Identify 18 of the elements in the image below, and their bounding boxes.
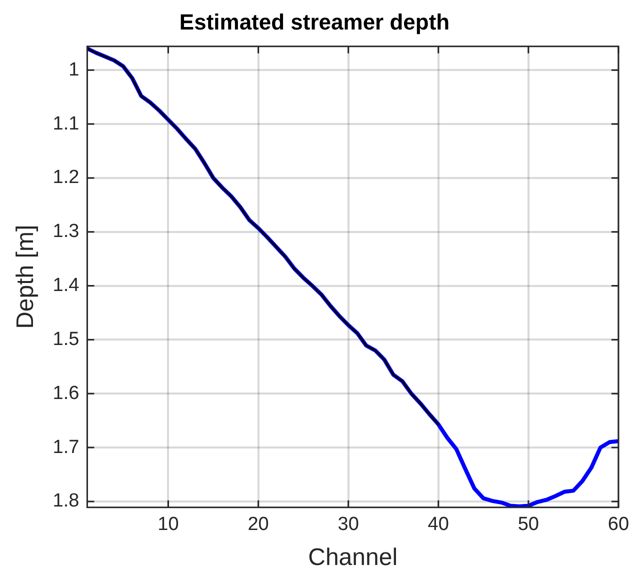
y-tick-label: 1.8 — [52, 490, 80, 512]
y-tick-label: 1 — [68, 59, 80, 80]
x-tick-label: 30 — [338, 514, 359, 536]
chart-title: Estimated streamer depth — [179, 9, 450, 34]
y-tick-label: 1.3 — [52, 221, 80, 242]
y-tick-label: 1.4 — [52, 275, 80, 296]
x-tick-label: 50 — [518, 514, 539, 536]
x-tick-label: 20 — [248, 514, 269, 536]
y-tick-label: 1.7 — [52, 436, 80, 458]
x-axis-title: Channel — [308, 544, 398, 572]
x-tick-label: 60 — [608, 514, 630, 536]
y-tick-label: 1.2 — [52, 167, 80, 188]
y-axis-title: Depth [m] — [12, 224, 40, 329]
y-tick-label: 1.1 — [52, 113, 80, 134]
y-tick-label: 1.5 — [52, 328, 80, 350]
x-tick-label: 10 — [158, 514, 179, 536]
x-tick-label: 40 — [428, 514, 449, 536]
y-tick-label: 1.6 — [52, 382, 80, 404]
